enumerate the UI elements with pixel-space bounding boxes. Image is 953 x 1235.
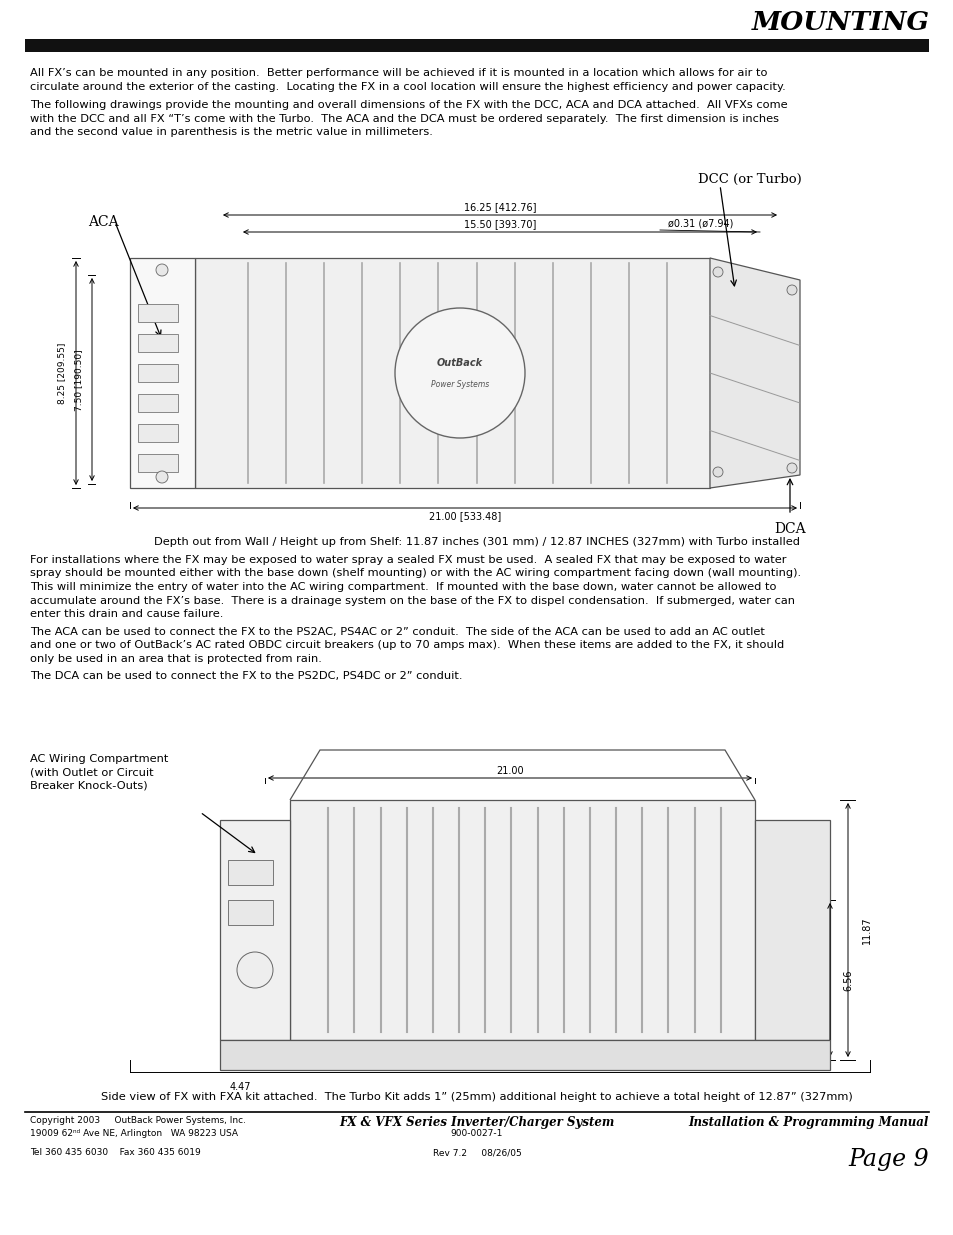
Text: and the second value in parenthesis is the metric value in millimeters.: and the second value in parenthesis is t… — [30, 127, 433, 137]
Circle shape — [236, 952, 273, 988]
Text: AC Wiring Compartment
(with Outlet or Circuit
Breaker Knock-Outs): AC Wiring Compartment (with Outlet or Ci… — [30, 755, 168, 790]
Text: The DCA can be used to connect the FX to the PS2DC, PS4DC or 2” conduit.: The DCA can be used to connect the FX to… — [30, 671, 462, 680]
Bar — [138, 333, 178, 352]
Text: Side view of FX with FXA kit attached.  The Turbo Kit adds 1” (25mm) additional : Side view of FX with FXA kit attached. T… — [101, 1092, 852, 1102]
Bar — [290, 800, 754, 1040]
Text: Depth out from Wall / Height up from Shelf: 11.87 inches (301 mm) / 12.87 INCHES: Depth out from Wall / Height up from She… — [153, 537, 800, 547]
Text: 21.00: 21.00 — [496, 766, 523, 776]
Bar — [194, 258, 709, 488]
Bar — [25, 40, 928, 52]
Bar — [138, 304, 178, 322]
Text: Page 9: Page 9 — [847, 1149, 928, 1171]
Text: 7.50 [190.50]: 7.50 [190.50] — [74, 350, 84, 411]
Text: 15.50 [393.70]: 15.50 [393.70] — [463, 219, 536, 228]
Circle shape — [712, 467, 722, 477]
Circle shape — [156, 264, 168, 275]
Text: FX & VFX Series Inverter/Charger System: FX & VFX Series Inverter/Charger System — [339, 1116, 614, 1129]
Polygon shape — [709, 258, 800, 488]
Text: 6.56: 6.56 — [842, 969, 852, 990]
Text: The ACA can be used to connect the FX to the PS2AC, PS4AC or 2” conduit.  The si: The ACA can be used to connect the FX to… — [30, 626, 764, 636]
Text: OutBack: OutBack — [436, 358, 482, 368]
Text: DCA: DCA — [774, 522, 805, 536]
Bar — [228, 860, 273, 885]
Circle shape — [156, 471, 168, 483]
Circle shape — [786, 285, 796, 295]
Bar — [138, 454, 178, 472]
Text: Copyright 2003     OutBack Power Systems, Inc.: Copyright 2003 OutBack Power Systems, In… — [30, 1116, 246, 1125]
Bar — [228, 900, 273, 925]
Text: 11.87: 11.87 — [862, 916, 871, 944]
Text: accumulate around the FX’s base.  There is a drainage system on the base of the : accumulate around the FX’s base. There i… — [30, 595, 794, 605]
Text: circulate around the exterior of the casting.  Locating the FX in a cool locatio: circulate around the exterior of the cas… — [30, 82, 785, 91]
Text: For installations where the FX may be exposed to water spray a sealed FX must be: For installations where the FX may be ex… — [30, 555, 785, 564]
Bar — [220, 1040, 829, 1070]
Text: 900-0027-1: 900-0027-1 — [451, 1129, 502, 1137]
Bar — [220, 820, 290, 1040]
Text: 21.00 [533.48]: 21.00 [533.48] — [429, 511, 500, 521]
Circle shape — [786, 463, 796, 473]
Text: only be used in an area that is protected from rain.: only be used in an area that is protecte… — [30, 653, 321, 663]
Text: with the DCC and all FX “T’s come with the Turbo.  The ACA and the DCA must be o: with the DCC and all FX “T’s come with t… — [30, 114, 779, 124]
Bar — [138, 424, 178, 442]
Text: ø0.31 (ø7.94): ø0.31 (ø7.94) — [667, 219, 733, 228]
Text: Rev 7.2     08/26/05: Rev 7.2 08/26/05 — [432, 1149, 521, 1157]
Text: All FX’s can be mounted in any position.  Better performance will be achieved if: All FX’s can be mounted in any position.… — [30, 68, 767, 78]
Text: and one or two of OutBack’s AC rated OBDC circuit breakers (up to 70 amps max). : and one or two of OutBack’s AC rated OBD… — [30, 640, 783, 650]
Text: enter this drain and cause failure.: enter this drain and cause failure. — [30, 609, 223, 619]
Text: 4.47: 4.47 — [229, 1082, 251, 1092]
Text: 8.25 [209.55]: 8.25 [209.55] — [57, 342, 67, 404]
Text: The following drawings provide the mounting and overall dimensions of the FX wit: The following drawings provide the mount… — [30, 100, 787, 110]
Text: MOUNTING: MOUNTING — [751, 10, 929, 35]
Text: spray should be mounted either with the base down (shelf mounting) or with the A: spray should be mounted either with the … — [30, 568, 801, 578]
Circle shape — [712, 267, 722, 277]
Text: DCC (or Turbo): DCC (or Turbo) — [698, 173, 801, 186]
Text: Tel 360 435 6030    Fax 360 435 6019: Tel 360 435 6030 Fax 360 435 6019 — [30, 1149, 200, 1157]
Bar — [754, 820, 829, 1040]
Bar — [138, 364, 178, 382]
Text: Installation & Programming Manual: Installation & Programming Manual — [688, 1116, 928, 1129]
Bar — [130, 258, 194, 488]
Text: ACA: ACA — [88, 215, 118, 228]
Text: 19009 62ⁿᵈ Ave NE, Arlington   WA 98223 USA: 19009 62ⁿᵈ Ave NE, Arlington WA 98223 US… — [30, 1129, 237, 1137]
Bar — [138, 394, 178, 412]
Text: Power Systems: Power Systems — [431, 380, 489, 389]
Circle shape — [395, 308, 524, 438]
Text: This will minimize the entry of water into the AC wiring compartment.  If mounte: This will minimize the entry of water in… — [30, 582, 776, 592]
Text: 16.25 [412.76]: 16.25 [412.76] — [463, 203, 536, 212]
